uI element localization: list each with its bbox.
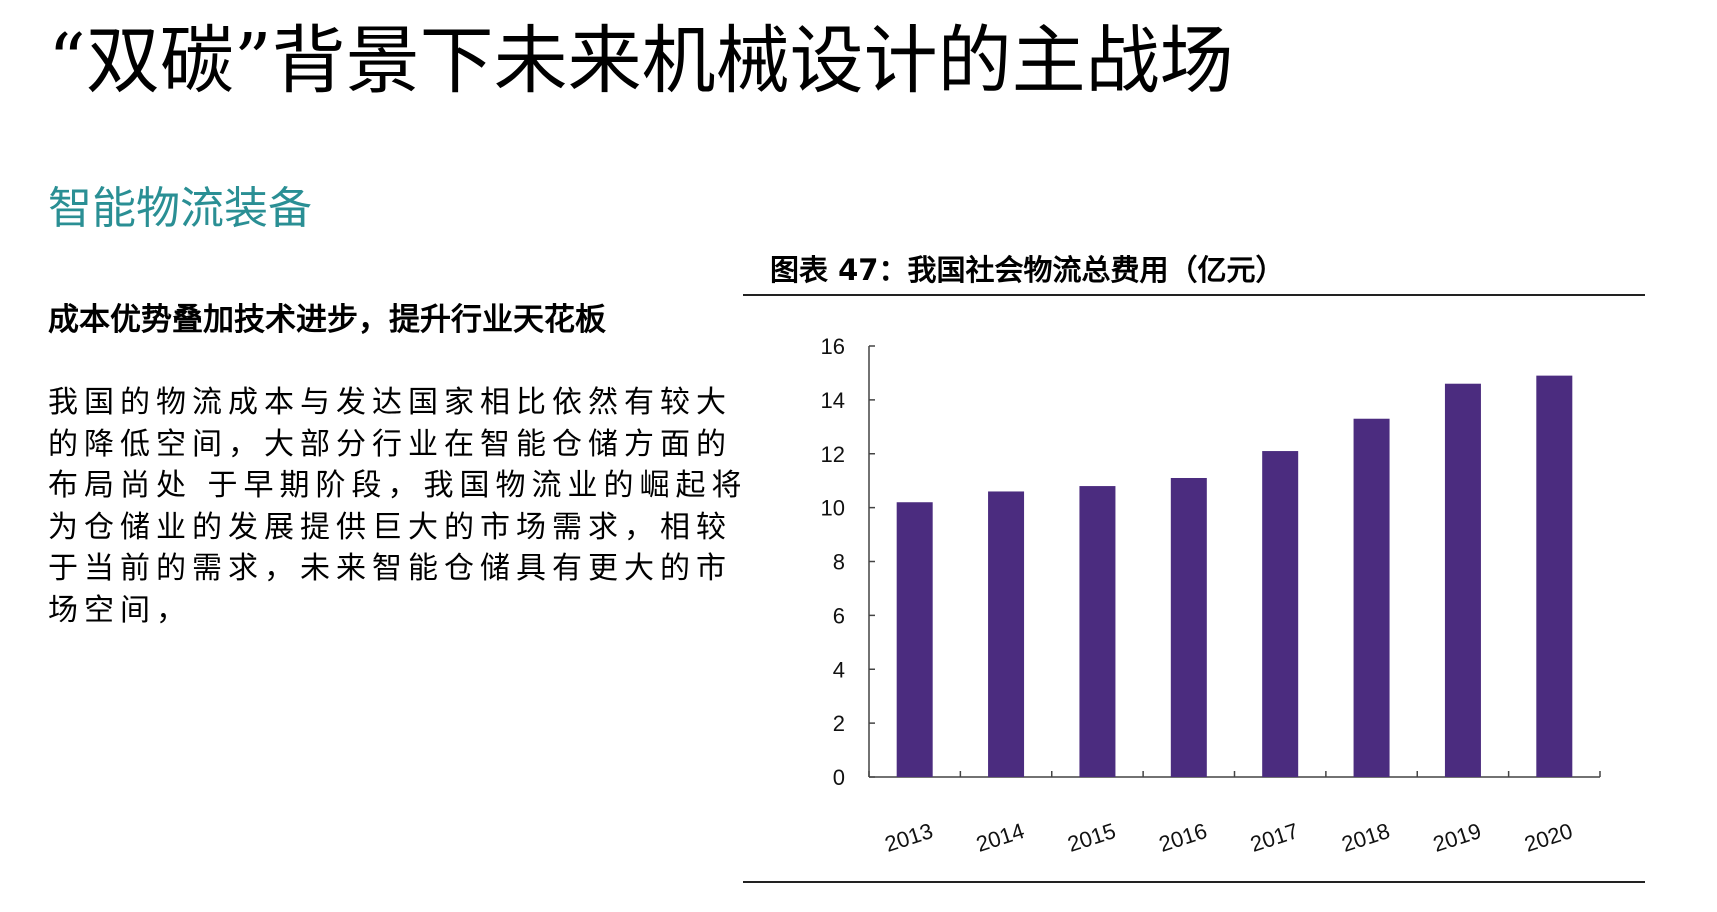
- chart-bottom-rule: [743, 881, 1645, 883]
- bar-2015: [1079, 486, 1116, 777]
- bar-2019: [1444, 383, 1481, 777]
- y-tick-label: 8: [833, 550, 845, 575]
- y-tick-label: 10: [821, 496, 845, 521]
- y-tick-label: 12: [821, 442, 845, 467]
- page-title: “双碳”背景下未来机械设计的主战场: [48, 18, 1234, 104]
- x-tick-label: 2017: [1247, 818, 1301, 857]
- bar-2016: [1170, 477, 1207, 777]
- body-line: 于当前的需求，未来智能仓储具有更大的市: [48, 551, 732, 586]
- x-tick-label: 2020: [1521, 818, 1575, 857]
- section-subtitle: 智能物流装备: [48, 183, 312, 234]
- x-tick-label: 2014: [973, 818, 1027, 857]
- x-tick-label: 2015: [1064, 818, 1118, 857]
- bar-2020: [1536, 375, 1573, 777]
- y-tick-label: 2: [833, 711, 845, 736]
- bar-2014: [988, 491, 1025, 777]
- section-heading: 成本优势叠加技术进步，提升行业天花板: [48, 302, 606, 338]
- bar-2017: [1262, 451, 1299, 777]
- body-line: 为仓储业的发展提供巨大的市场需求，相较: [48, 509, 732, 545]
- chart-title: 图表 47：我国社会物流总费用（亿元）: [770, 253, 1285, 287]
- body-line: 场空间，: [48, 592, 192, 628]
- x-tick-label: 2018: [1339, 818, 1393, 857]
- x-tick-label: 2013: [882, 818, 936, 857]
- y-tick-label: 14: [821, 388, 845, 413]
- chart-top-rule: [743, 294, 1645, 296]
- x-tick-label: 2019: [1430, 818, 1484, 857]
- y-tick-label: 6: [833, 603, 845, 628]
- body-line: 我国的物流成本与发达国家相比依然有较大: [48, 385, 732, 420]
- body-line: 的降低空间，大部分行业在智能仓储方面的: [48, 426, 732, 462]
- y-tick-label: 4: [833, 657, 845, 682]
- bar-2018: [1353, 418, 1390, 777]
- body-text: 我国的物流成本与发达国家相比依然有较大 的降低空间，大部分行业在智能仓储方面的 …: [48, 382, 748, 631]
- x-tick-label: 2016: [1156, 818, 1210, 857]
- y-tick-label: 0: [833, 765, 845, 790]
- bar-2013: [896, 502, 933, 777]
- body-line: 布局尚处 于早期阶段，我国物流业的崛起将: [48, 468, 748, 503]
- y-tick-label: 16: [821, 334, 845, 359]
